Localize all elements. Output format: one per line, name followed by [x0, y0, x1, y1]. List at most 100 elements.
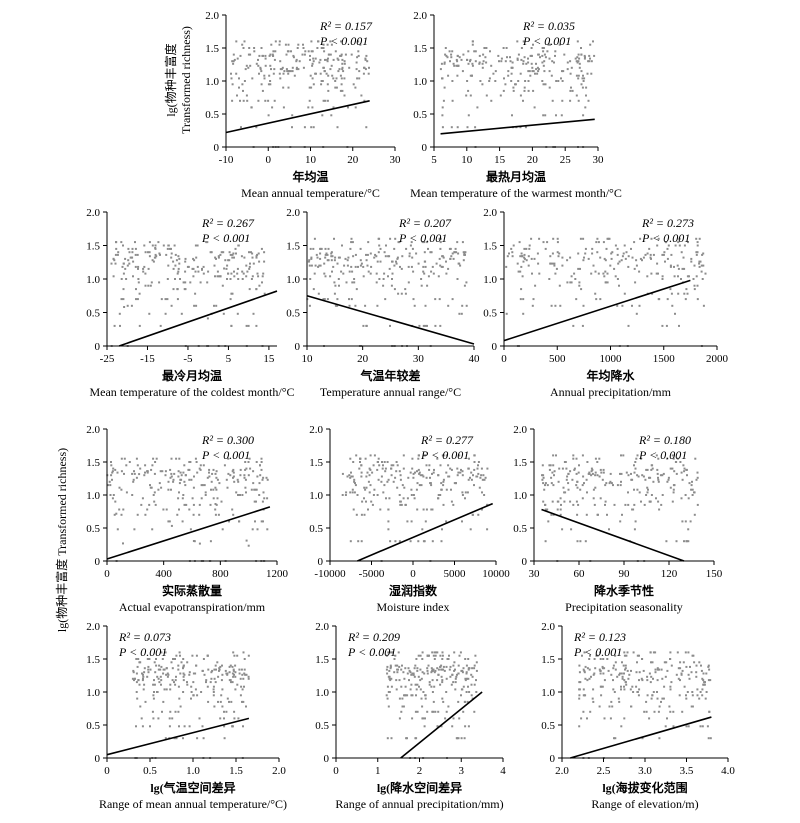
data-point [228, 259, 231, 262]
data-point [238, 668, 241, 671]
data-point [565, 467, 568, 470]
data-point [578, 284, 581, 287]
data-point [448, 668, 451, 671]
data-point [226, 264, 229, 267]
data-point [528, 247, 531, 250]
data-point [232, 252, 235, 255]
data-point [707, 679, 710, 682]
data-point [173, 472, 176, 475]
x-tick-label: -5000 [359, 568, 385, 580]
data-point [146, 471, 149, 474]
data-point [596, 251, 599, 254]
data-point [439, 654, 442, 657]
data-point [578, 725, 581, 728]
data-point [416, 710, 419, 713]
data-point [590, 675, 592, 678]
data-point [363, 513, 366, 516]
data-point [235, 252, 237, 255]
data-point [510, 66, 513, 69]
data-point [672, 725, 675, 728]
y-tick-label: 0.5 [413, 109, 427, 121]
data-point [208, 471, 210, 474]
data-point [432, 272, 435, 275]
data-point [452, 717, 455, 720]
data-point [482, 53, 485, 56]
data-point [451, 252, 454, 255]
data-point [343, 94, 346, 97]
data-point [467, 668, 470, 671]
data-point [430, 251, 433, 254]
data-point [449, 467, 452, 470]
data-point [677, 241, 680, 244]
data-point [532, 43, 534, 46]
data-point [648, 247, 651, 250]
data-point [509, 56, 511, 59]
data-point [599, 298, 602, 301]
data-point [365, 126, 368, 129]
data-point [550, 476, 553, 479]
data-point [212, 685, 215, 688]
data-point [245, 705, 247, 708]
data-point [415, 252, 418, 255]
data-point [465, 304, 468, 307]
data-point [171, 679, 174, 682]
data-point [618, 673, 621, 676]
data-point [400, 267, 403, 270]
data-point [200, 691, 203, 693]
data-point [610, 700, 613, 703]
data-point [648, 717, 651, 720]
data-point [631, 685, 634, 688]
data-point [395, 470, 398, 473]
y-axis-label-cn-top: lg(物种丰富度 [163, 43, 178, 116]
data-point [374, 253, 377, 256]
data-point [542, 476, 545, 479]
data-point [544, 83, 547, 86]
x-tick-label: 10 [461, 154, 473, 166]
data-point [457, 64, 460, 67]
data-point [229, 679, 232, 682]
data-point [350, 475, 353, 478]
data-point [677, 677, 680, 680]
data-point [463, 284, 466, 287]
data-point [236, 683, 239, 686]
data-point [597, 272, 600, 275]
data-point [459, 651, 462, 654]
data-point [359, 247, 362, 250]
data-point [387, 651, 390, 654]
data-point [114, 253, 117, 256]
data-point [283, 70, 286, 73]
data-point [182, 737, 184, 740]
data-point [549, 464, 552, 467]
r2-annotation: R² = 0.073 [118, 630, 171, 644]
data-point [421, 241, 424, 244]
data-point [418, 484, 421, 487]
data-point [166, 298, 169, 301]
data-point [388, 497, 391, 500]
data-point [510, 247, 513, 250]
data-point [400, 292, 403, 295]
data-point [197, 270, 200, 273]
data-point [419, 654, 422, 657]
data-point [322, 66, 325, 69]
regression-line [357, 502, 493, 562]
data-point [636, 454, 639, 457]
data-point [669, 467, 672, 470]
data-point [223, 267, 226, 270]
data-point [609, 717, 612, 720]
data-point [132, 478, 135, 481]
data-point [183, 725, 186, 728]
data-point [593, 672, 596, 675]
data-point [633, 488, 635, 491]
data-point [195, 654, 198, 657]
data-point [601, 667, 604, 670]
data-point [359, 457, 362, 460]
data-point [268, 54, 271, 57]
data-point [584, 252, 587, 255]
data-point [666, 247, 669, 250]
data-point [399, 503, 402, 506]
data-point [124, 257, 127, 260]
data-point [165, 253, 168, 256]
data-point [446, 56, 449, 59]
data-point [335, 77, 338, 80]
